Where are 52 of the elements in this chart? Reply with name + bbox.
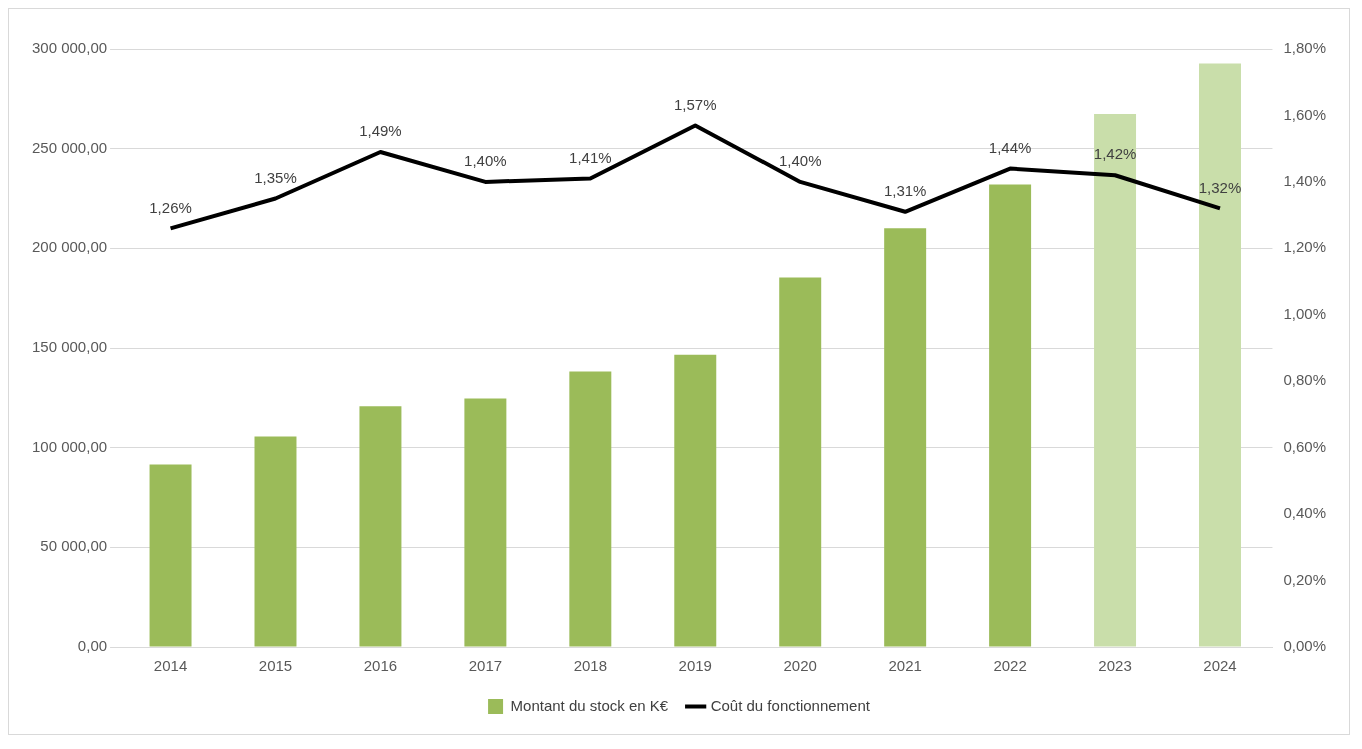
x-tick-label: 2014: [153, 657, 188, 675]
legend-label: Coût du fonctionnement: [710, 696, 871, 714]
x-tick-label: 2018: [573, 657, 608, 675]
y2-tick-label: 1,00%: [1283, 304, 1327, 322]
y2-tick-label: 1,60%: [1283, 105, 1327, 123]
legend-label: Montant du stock en K€: [510, 696, 669, 714]
y2-tick-label: 0,20%: [1283, 570, 1327, 588]
bar: [989, 184, 1032, 647]
bar: [884, 228, 927, 647]
x-tick-label: 2022: [993, 657, 1027, 675]
data-label: 1,31%: [883, 181, 927, 199]
y-tick-label: 50 000,00: [40, 537, 108, 555]
y2-tick-label: 0,00%: [1283, 637, 1327, 655]
x-tick-label: 2019: [678, 657, 712, 675]
y-tick-label: 200 000,00: [32, 238, 108, 256]
data-label: 1,35%: [254, 168, 297, 186]
data-label: 1,41%: [569, 148, 612, 166]
y-tick-label: 300 000,00: [32, 39, 108, 57]
x-tick-label: 2020: [783, 657, 817, 675]
y2-tick-label: 1,40%: [1283, 172, 1327, 190]
bar: [149, 464, 192, 647]
data-label: 1,57%: [674, 95, 717, 113]
x-tick-label: 2015: [258, 657, 293, 675]
y-tick-label: 100 000,00: [32, 437, 108, 455]
x-tick-label: 2023: [1098, 657, 1132, 675]
data-label: 1,49%: [359, 122, 402, 140]
y-tick-label: 0,00: [77, 637, 108, 655]
bar: [464, 398, 507, 647]
bar: [674, 354, 717, 647]
y2-tick-label: 0,80%: [1283, 371, 1327, 389]
y2-tick-label: 0,60%: [1283, 437, 1327, 455]
bar: [359, 406, 402, 647]
y-tick-label: 250 000,00: [32, 138, 108, 156]
data-label: 1,42%: [1093, 145, 1137, 163]
bar: [569, 371, 612, 647]
y-tick-label: 150 000,00: [32, 338, 108, 356]
bar: [254, 436, 297, 647]
y2-tick-label: 0,40%: [1283, 504, 1327, 522]
y2-tick-label: 1,20%: [1283, 238, 1327, 256]
data-label: 1,40%: [464, 152, 507, 170]
data-label: 1,32%: [1198, 178, 1242, 196]
bar: [779, 277, 822, 647]
bar: [1199, 63, 1241, 647]
data-label: 1,44%: [988, 138, 1032, 156]
x-tick-label: 2024: [1203, 657, 1237, 675]
data-label: 1,26%: [149, 198, 192, 216]
x-tick-label: 2017: [468, 657, 503, 675]
y2-tick-label: 1,80%: [1283, 39, 1327, 57]
x-tick-label: 2016: [363, 657, 398, 675]
bar: [1094, 113, 1137, 647]
data-label: 1,40%: [778, 152, 822, 170]
x-tick-label: 2021: [888, 657, 922, 675]
